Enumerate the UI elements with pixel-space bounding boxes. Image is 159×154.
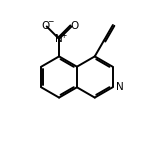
Text: +: +: [60, 31, 66, 40]
Text: −: −: [47, 17, 53, 26]
Text: N: N: [116, 82, 123, 92]
Text: O: O: [41, 21, 49, 31]
Text: O: O: [70, 21, 79, 31]
Text: N: N: [55, 34, 63, 44]
